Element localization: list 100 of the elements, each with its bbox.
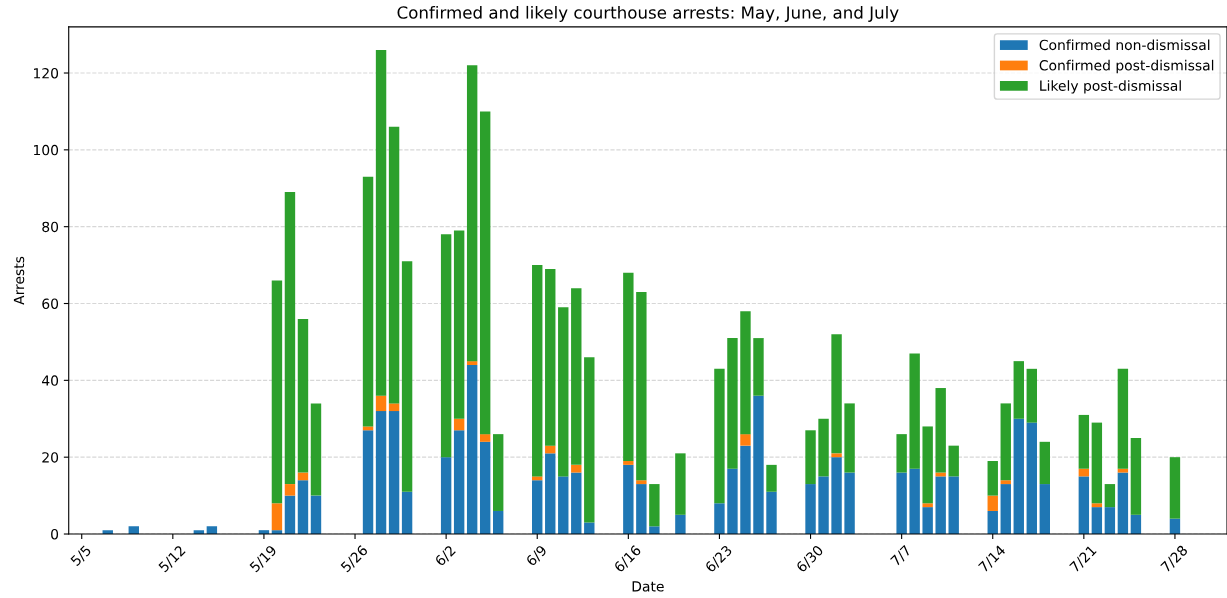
bar <box>1104 507 1116 535</box>
y-axis-title: Arrests <box>13 256 25 305</box>
bar <box>1169 457 1181 519</box>
bar <box>453 418 465 431</box>
bar <box>987 495 998 511</box>
bar <box>1000 484 1011 535</box>
bar <box>1091 503 1103 508</box>
bar <box>649 484 660 527</box>
bar <box>766 464 777 492</box>
bar <box>714 368 725 504</box>
bar <box>492 510 504 535</box>
bar <box>1117 368 1129 469</box>
bar <box>805 430 816 485</box>
bar <box>753 395 764 535</box>
y-tick-label: 100 <box>34 144 59 156</box>
bar <box>401 491 413 535</box>
bar <box>532 476 543 481</box>
bar <box>284 484 296 496</box>
bar <box>1026 422 1037 535</box>
bar <box>740 434 751 446</box>
bar <box>532 265 543 477</box>
bar <box>1091 507 1103 535</box>
bar <box>714 503 725 535</box>
bar <box>284 192 296 485</box>
bar <box>818 418 829 477</box>
bar <box>935 388 946 473</box>
bar <box>375 411 387 535</box>
bar <box>571 472 582 535</box>
bar <box>623 272 634 462</box>
legend-label: Likely post-dismissal <box>1040 80 1181 94</box>
bar <box>805 484 816 535</box>
bar <box>1026 368 1037 423</box>
bar <box>284 495 296 535</box>
bar <box>362 176 374 427</box>
bar <box>818 476 829 535</box>
bar <box>987 510 998 535</box>
bar <box>401 261 413 492</box>
bar <box>922 507 933 535</box>
bar <box>766 491 777 535</box>
bar <box>935 476 946 535</box>
bar <box>584 357 595 523</box>
bar <box>271 280 283 504</box>
bar <box>727 338 738 469</box>
bar <box>1039 441 1050 485</box>
bar <box>896 472 907 535</box>
bar <box>466 361 478 365</box>
bar <box>1078 476 1090 535</box>
bar <box>636 291 647 481</box>
y-tick-label: 20 <box>42 452 59 463</box>
bar <box>297 480 309 535</box>
bar <box>545 268 556 446</box>
bar <box>440 457 452 535</box>
y-tick-label: 0 <box>51 528 59 540</box>
bar <box>675 453 686 515</box>
bar <box>545 453 556 535</box>
x-axis-title: Date <box>632 581 664 592</box>
y-tick-label: 60 <box>42 298 59 309</box>
bar <box>453 230 465 419</box>
bar <box>375 49 387 396</box>
bar <box>831 453 842 458</box>
bar <box>831 334 842 454</box>
bar <box>909 353 920 469</box>
bar <box>388 411 400 535</box>
legend-label: Confirmed post-dismissal <box>1039 59 1214 74</box>
bar <box>310 495 322 535</box>
bar <box>310 403 322 496</box>
bar <box>1000 480 1011 485</box>
bar <box>909 468 920 535</box>
bar <box>571 288 582 465</box>
bar <box>362 430 374 535</box>
bar <box>1104 484 1116 508</box>
bar <box>571 464 582 473</box>
bar <box>466 364 478 535</box>
bar <box>831 457 842 535</box>
bar <box>675 514 686 535</box>
bar <box>453 430 465 535</box>
chart-title: Confirmed and likely courthouse arrests: May, June, and July <box>397 5 899 23</box>
x-tick-label: 6/2 <box>434 544 457 568</box>
bar <box>492 434 504 511</box>
bar <box>440 234 452 458</box>
bar <box>1078 414 1090 469</box>
bar <box>623 464 634 535</box>
bar <box>388 126 400 404</box>
bar <box>636 480 647 485</box>
bar <box>466 65 478 362</box>
bar <box>1000 403 1011 481</box>
bar <box>558 476 569 535</box>
bar <box>740 311 751 435</box>
bar <box>740 445 751 535</box>
bar <box>1117 468 1129 473</box>
bar <box>753 338 764 396</box>
bar <box>1091 422 1103 504</box>
bar <box>479 111 491 435</box>
bar <box>727 468 738 535</box>
bar <box>844 403 855 473</box>
bar <box>922 426 933 504</box>
bar <box>558 307 569 477</box>
bar <box>1117 472 1129 535</box>
bar <box>532 480 543 535</box>
bar <box>1039 484 1050 535</box>
